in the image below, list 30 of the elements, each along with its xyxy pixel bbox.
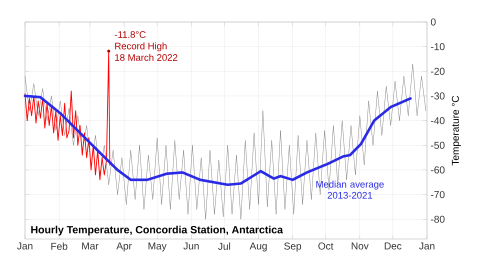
x-tick-label: Apr	[116, 242, 132, 252]
annotation: -11.8°C	[114, 31, 146, 38]
x-tick-label: Jul	[218, 242, 230, 250]
y-tick-label: -60	[430, 166, 445, 174]
annotation: Record High	[115, 42, 167, 52]
y-tick-label: -80	[430, 216, 445, 223]
y-tick-label: 0	[430, 18, 436, 26]
y-tick-label: -50	[430, 142, 445, 149]
annotation: 18 March 2022	[115, 54, 178, 61]
y-tick-label: -40	[430, 117, 445, 124]
line-series	[24, 50, 110, 180]
y-axis-title: Temperature °C	[452, 96, 461, 166]
line-series	[24, 64, 426, 220]
y-tick-label: -20	[430, 68, 445, 75]
x-tick-label: Mar	[82, 242, 98, 250]
x-tick-label: Jan	[17, 242, 32, 250]
x-tick-label: Aug	[250, 242, 267, 252]
y-tick-label: -10	[430, 43, 445, 50]
x-tick-label: May	[148, 242, 167, 252]
x-tick-label: Jan	[419, 242, 434, 250]
y-tick-label: -70	[430, 191, 445, 198]
x-tick-label: Oct	[318, 242, 334, 250]
y-tick-label: -30	[430, 92, 445, 100]
x-tick-label: Dec	[384, 242, 402, 250]
x-tick-label: Jun	[183, 242, 199, 250]
series-label: Median average 2013-2021	[316, 180, 384, 199]
x-tick-label: Nov	[352, 242, 369, 250]
x-tick-label: Sep	[284, 242, 302, 252]
text: Hourly Temperature, Concordia Station, Antarctica	[31, 226, 284, 236]
x-tick-label: Feb	[51, 242, 68, 250]
